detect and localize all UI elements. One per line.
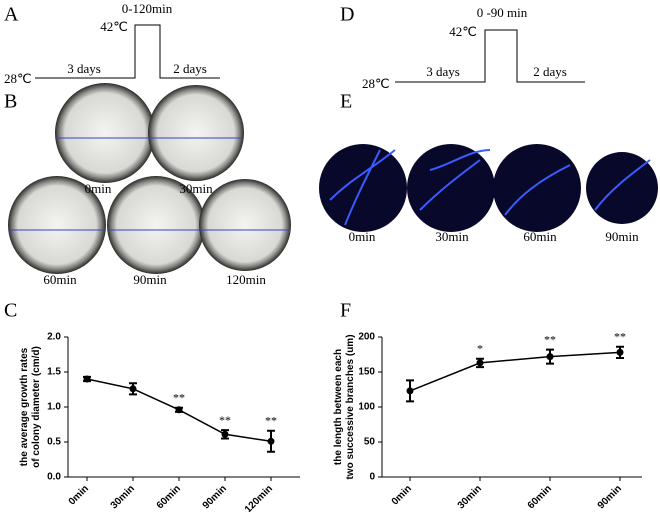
data-point bbox=[476, 359, 484, 367]
photo-label: 120min bbox=[226, 272, 266, 287]
panel-letter: C bbox=[4, 300, 17, 322]
x-tick-label: 120min bbox=[243, 483, 275, 512]
y-tick-label: 2.0 bbox=[47, 332, 61, 343]
microscopy bbox=[493, 144, 581, 232]
data-point bbox=[267, 437, 275, 445]
y-axis-label-line: the length between each bbox=[333, 349, 344, 465]
data-point bbox=[129, 385, 137, 393]
panel-letter: E bbox=[340, 91, 352, 113]
microscopy bbox=[319, 144, 407, 232]
x-tick-label: 90min bbox=[201, 483, 229, 511]
significance: ** bbox=[614, 330, 626, 344]
x-tick-label: 60min bbox=[155, 483, 183, 511]
diagram-label: 2 days bbox=[533, 64, 567, 79]
photo-label: 30min bbox=[435, 229, 469, 244]
y-tick-label: 0 bbox=[369, 472, 375, 483]
y-tick-label: 50 bbox=[364, 437, 376, 448]
data-point bbox=[175, 406, 183, 414]
diagram-label: 2 days bbox=[173, 61, 207, 76]
y-tick-label: 200 bbox=[358, 332, 375, 343]
data-point bbox=[616, 348, 624, 356]
y-axis-label: the length between eachtwo successive br… bbox=[333, 334, 356, 479]
panel-letter: F bbox=[340, 300, 351, 322]
y-tick-label: 1.5 bbox=[47, 367, 61, 378]
photo-label: 60min bbox=[523, 229, 557, 244]
y-tick-label: 1.0 bbox=[47, 402, 61, 413]
diagram-d: 28℃ 3 days 42℃ 0 -90 min 2 days bbox=[362, 5, 585, 91]
petri-dish bbox=[8, 176, 106, 274]
x-tick-label: 0min bbox=[390, 483, 414, 507]
petri-dish bbox=[107, 176, 205, 274]
photo-label: 30min bbox=[179, 181, 213, 196]
x-tick-label: 30min bbox=[456, 483, 484, 511]
diagram-label: 0 -90 min bbox=[477, 5, 528, 20]
photos-b: 0min 30min 60min 90min 120min bbox=[8, 83, 291, 287]
hyphae bbox=[329, 149, 651, 226]
y-tick-label: 0.5 bbox=[47, 437, 61, 448]
panel-letter: A bbox=[4, 4, 19, 26]
significance: ** bbox=[173, 390, 185, 404]
temperature-profile bbox=[35, 24, 220, 79]
panel-letter: D bbox=[340, 4, 354, 26]
data-point bbox=[221, 430, 229, 438]
temperature-profile bbox=[395, 29, 585, 83]
y-tick-label: 150 bbox=[358, 367, 375, 378]
diagram-label: 28℃ bbox=[362, 76, 390, 91]
panel-letter: B bbox=[4, 91, 17, 113]
photo-label: 90min bbox=[133, 272, 167, 287]
x-tick-label: 0min bbox=[67, 483, 91, 507]
diagram-label: 3 days bbox=[67, 61, 101, 76]
diagram-label: 42℃ bbox=[449, 24, 477, 39]
diagram-label: 42℃ bbox=[100, 19, 128, 34]
diagram-label: 28℃ bbox=[4, 71, 32, 86]
petri-dish bbox=[199, 179, 291, 271]
data-point bbox=[83, 375, 91, 383]
diagram-a: 28℃ 3 days 42℃ 0-120min 2 days bbox=[4, 1, 220, 86]
microscopy bbox=[586, 152, 658, 224]
petri-dish bbox=[148, 85, 244, 181]
y-axis-label-line: the average growth rates bbox=[19, 347, 30, 466]
y-axis-label: the average growth ratesof colony diamet… bbox=[19, 346, 42, 468]
y-axis-label-line: two successive branches (um) bbox=[345, 334, 356, 479]
photo-label: 60min bbox=[43, 272, 77, 287]
panel-letters: A B C D E F bbox=[4, 4, 354, 322]
petri-dish bbox=[55, 83, 155, 183]
x-tick-label: 30min bbox=[109, 483, 137, 511]
significance: ** bbox=[219, 413, 231, 427]
photos-e: 0min 30min 60min 90min bbox=[319, 144, 658, 244]
x-tick-label: 60min bbox=[526, 483, 554, 511]
photo-label: 0min bbox=[85, 181, 112, 196]
data-point bbox=[406, 387, 414, 395]
photo-label: 0min bbox=[349, 229, 376, 244]
significance: ** bbox=[265, 414, 277, 428]
y-axis-label-line: of colony diameter (cm/d) bbox=[31, 346, 42, 468]
data-point bbox=[546, 353, 554, 361]
diagram-label: 3 days bbox=[426, 64, 460, 79]
microscopy bbox=[407, 144, 495, 232]
x-tick-label: 90min bbox=[596, 483, 624, 511]
significance: ** bbox=[544, 332, 556, 346]
significance: * bbox=[477, 341, 483, 355]
diagram-label: 0-120min bbox=[122, 1, 173, 16]
y-tick-label: 100 bbox=[358, 402, 375, 413]
y-tick-label: 0.0 bbox=[47, 472, 61, 483]
photo-label: 90min bbox=[605, 229, 639, 244]
data-line bbox=[409, 351, 621, 392]
